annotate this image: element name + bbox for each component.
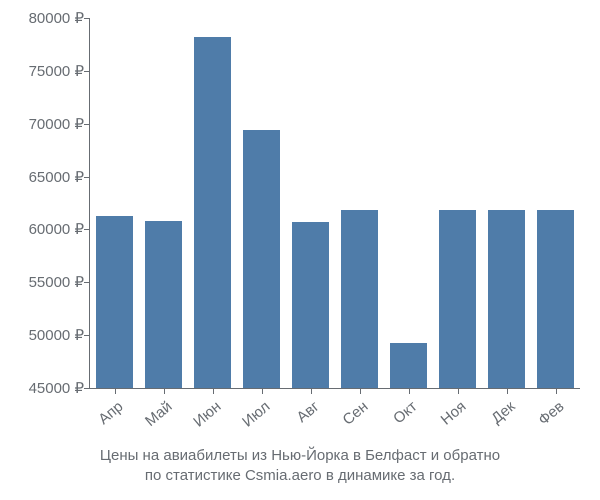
y-tick-label: 80000 ₽ bbox=[29, 9, 84, 27]
plot-area bbox=[90, 18, 580, 388]
price-chart: 45000 ₽ 50000 ₽ 55000 ₽ 60000 ₽ 65000 ₽ 70000… bbox=[0, 0, 600, 500]
y-tick-label: 60000 ₽ bbox=[29, 220, 84, 238]
x-tick-label: Июл bbox=[228, 398, 273, 439]
y-tick-label: 75000 ₽ bbox=[29, 62, 84, 80]
bar bbox=[390, 343, 427, 388]
x-tick-label: Май bbox=[130, 398, 175, 439]
bar bbox=[194, 37, 231, 388]
bar bbox=[145, 221, 182, 388]
x-tick-mark bbox=[115, 388, 116, 394]
caption-line-1: Цены на авиабилеты из Нью-Йорка в Белфас… bbox=[0, 446, 600, 466]
x-tick-mark bbox=[458, 388, 459, 394]
y-tick-label: 70000 ₽ bbox=[29, 115, 84, 133]
x-tick-mark bbox=[164, 388, 165, 394]
y-tick-label: 55000 ₽ bbox=[29, 273, 84, 291]
y-tick-mark bbox=[84, 229, 90, 230]
bar bbox=[439, 210, 476, 388]
bar bbox=[96, 216, 133, 388]
y-tick-mark bbox=[84, 388, 90, 389]
x-tick-mark bbox=[311, 388, 312, 394]
x-tick-label: Фев bbox=[522, 398, 567, 439]
bar bbox=[292, 222, 329, 388]
caption-line-2: по статистике Csmia.aero в динамике за г… bbox=[0, 466, 600, 486]
x-tick-mark bbox=[507, 388, 508, 394]
x-tick-label: Ноя bbox=[424, 398, 469, 439]
x-tick-label: Июн bbox=[179, 398, 224, 439]
x-tick-mark bbox=[262, 388, 263, 394]
x-tick-label: Сен bbox=[326, 398, 371, 439]
y-tick-mark bbox=[84, 335, 90, 336]
y-tick-label: 45000 ₽ bbox=[29, 379, 84, 397]
x-tick-mark bbox=[360, 388, 361, 394]
y-tick-mark bbox=[84, 71, 90, 72]
x-tick-mark bbox=[556, 388, 557, 394]
y-tick-label: 65000 ₽ bbox=[29, 168, 84, 186]
x-tick-label: Дек bbox=[473, 398, 518, 439]
x-tick-mark bbox=[409, 388, 410, 394]
bar bbox=[488, 210, 525, 388]
x-tick-mark bbox=[213, 388, 214, 394]
bar bbox=[243, 130, 280, 388]
x-tick-label: Апр bbox=[81, 398, 126, 439]
bar bbox=[341, 210, 378, 388]
y-tick-mark bbox=[84, 124, 90, 125]
y-tick-mark bbox=[84, 282, 90, 283]
bars-container bbox=[90, 18, 580, 388]
y-tick-mark bbox=[84, 177, 90, 178]
y-tick-mark bbox=[84, 18, 90, 19]
y-tick-label: 50000 ₽ bbox=[29, 326, 84, 344]
x-tick-label: Авг bbox=[277, 398, 322, 439]
bar bbox=[537, 210, 574, 388]
x-tick-label: Окт bbox=[375, 398, 420, 439]
